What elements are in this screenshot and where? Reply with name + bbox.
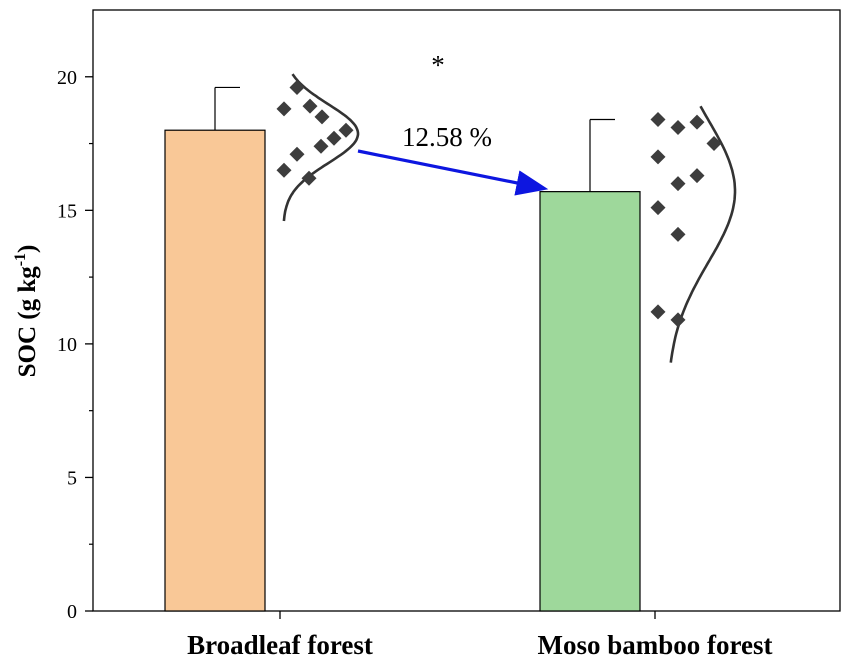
data-point-marker xyxy=(289,79,305,95)
plot-frame xyxy=(92,9,841,612)
data-point-marker xyxy=(650,149,666,165)
data-point-marker xyxy=(302,98,318,114)
x-category-label: Moso bamboo forest xyxy=(538,630,773,660)
data-point-marker xyxy=(670,226,686,242)
data-point-marker xyxy=(689,114,705,130)
y-axis-title-sup: -1 xyxy=(12,253,29,266)
percent-change-label: 12.58 % xyxy=(402,122,492,152)
data-point-marker xyxy=(313,138,329,154)
data-point-marker xyxy=(314,109,330,125)
data-point-marker xyxy=(706,136,722,152)
change-arrow xyxy=(357,149,549,196)
data-point-marker xyxy=(670,120,686,136)
data-point-marker xyxy=(650,304,666,320)
data-point-marker xyxy=(670,176,686,192)
distribution-curve xyxy=(282,73,360,222)
data-point-marker xyxy=(650,112,666,128)
bar xyxy=(539,191,641,612)
data-point-marker xyxy=(670,312,686,328)
y-tick-label: 0 xyxy=(67,601,77,623)
y-tick-label: 10 xyxy=(57,334,77,356)
y-tick-label: 15 xyxy=(57,200,77,222)
y-tick-label: 5 xyxy=(67,467,77,489)
data-point-marker xyxy=(689,168,705,184)
data-point-marker xyxy=(301,170,317,186)
y-axis-title: SOC (g kg-1) xyxy=(12,245,41,378)
significance-asterisk: * xyxy=(431,50,445,80)
data-point-marker xyxy=(276,101,292,117)
data-point-marker xyxy=(650,200,666,216)
data-point-marker xyxy=(276,162,292,178)
data-point-marker xyxy=(289,146,305,162)
bar xyxy=(164,129,266,612)
data-point-marker xyxy=(338,122,354,138)
x-category-label: Broadleaf forest xyxy=(187,630,373,660)
y-tick-label: 20 xyxy=(57,67,77,89)
data-point-marker xyxy=(326,130,342,146)
